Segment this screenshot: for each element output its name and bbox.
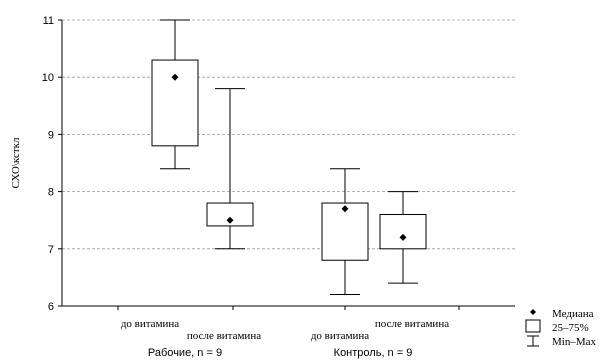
- y-tick-label: 10: [42, 72, 54, 84]
- legend-iqr-label: 25–75%: [552, 322, 589, 334]
- grid-lines: [62, 19, 515, 250]
- box-4: [379, 191, 427, 284]
- median-marker: [341, 205, 349, 213]
- group-label: Рабочие, n = 9: [148, 347, 222, 359]
- boxes: [151, 19, 427, 296]
- legend-median-marker: [530, 309, 536, 315]
- y-ticks: 6 7 8 9 10 11: [42, 15, 460, 313]
- y-tick-label: 6: [48, 301, 54, 313]
- box-3: [321, 168, 369, 296]
- y-axis-label: СХО\ксткл: [10, 137, 22, 189]
- iqr-box: [206, 202, 254, 227]
- y-tick-label: 7: [48, 244, 54, 256]
- median-marker: [226, 216, 234, 224]
- median-marker: [171, 73, 179, 81]
- iqr-box: [151, 59, 199, 147]
- group-label: Контроль, n = 9: [334, 347, 413, 359]
- legend-median-label: Медиана: [552, 308, 594, 320]
- x-category-label: после витамина: [187, 330, 261, 342]
- axes: [61, 20, 515, 307]
- iqr-box: [379, 213, 427, 250]
- group-labels: Рабочие, n = 9 Контроль, n = 9: [148, 347, 412, 359]
- x-labels: до витамина после витамина до витамина посл…: [121, 318, 449, 342]
- x-category-label: после витамина: [375, 318, 449, 330]
- x-category-label: до витамина: [121, 318, 179, 330]
- iqr-box: [321, 202, 369, 261]
- box-1: [151, 19, 199, 170]
- y-tick-label: 11: [43, 15, 54, 27]
- legend: Медиана 25–75% Min–Max: [525, 308, 597, 348]
- y-tick-label: 8: [48, 187, 54, 199]
- y-tick-label: 9: [48, 129, 54, 141]
- box-2: [206, 88, 254, 250]
- legend-iqr-marker: [525, 319, 541, 333]
- legend-range-label: Min–Max: [552, 336, 597, 348]
- median-marker: [399, 233, 407, 241]
- x-category-label: до витамина: [311, 330, 369, 342]
- legend-range-marker: [527, 335, 539, 347]
